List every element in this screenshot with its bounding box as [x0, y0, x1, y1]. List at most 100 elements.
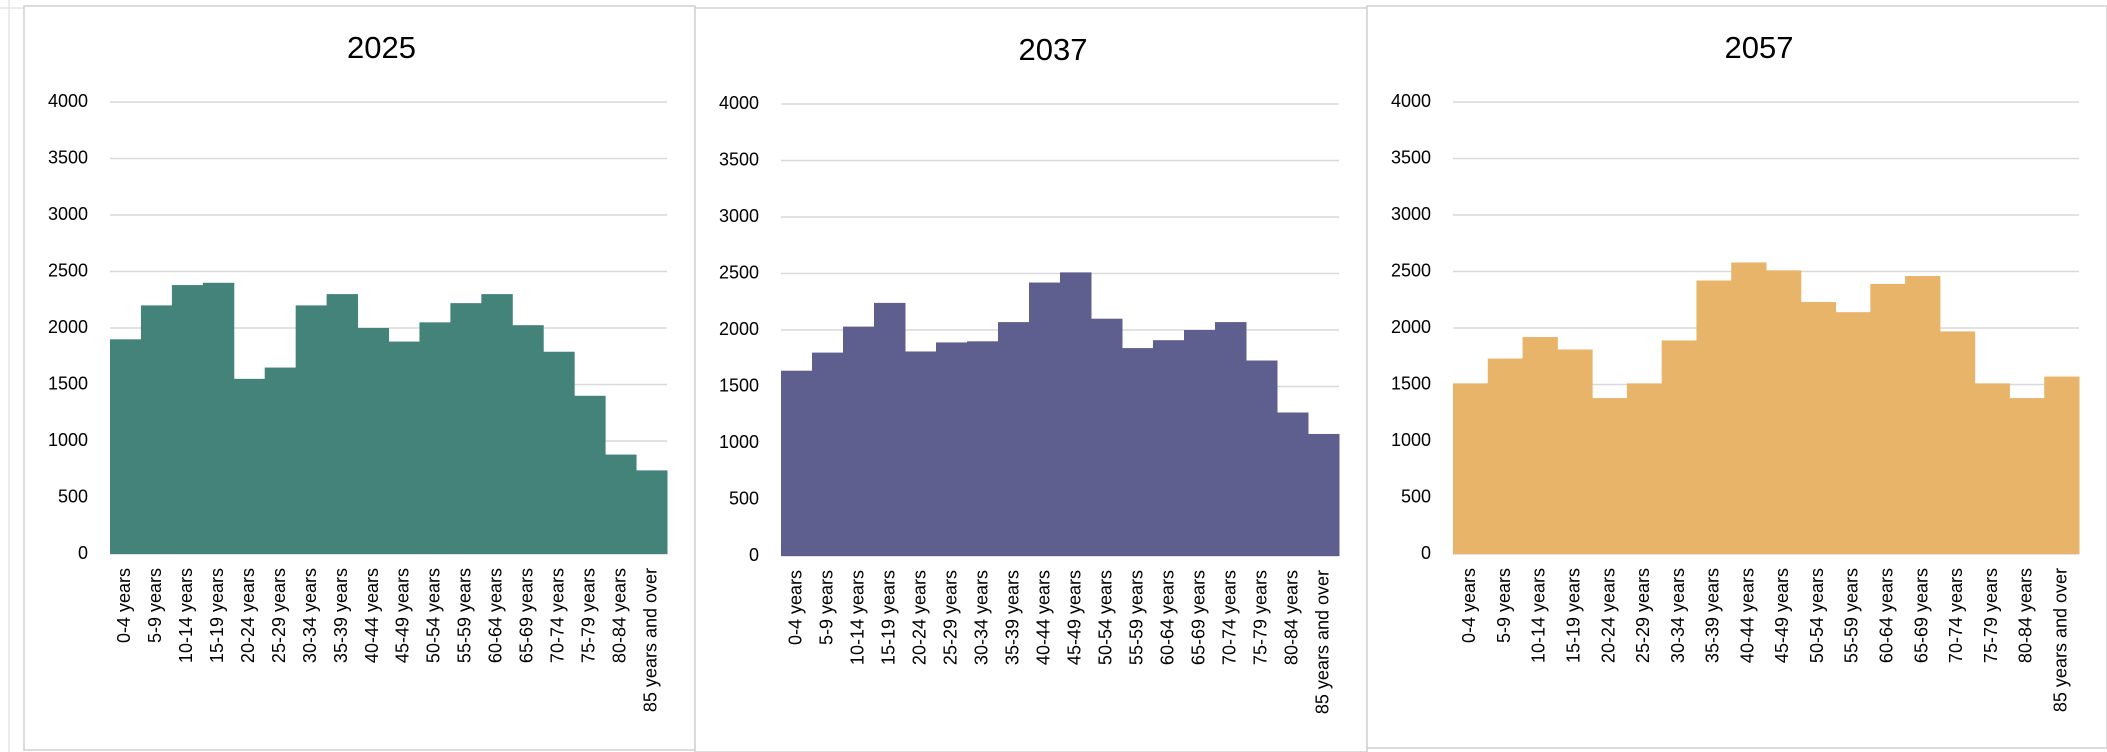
bar	[171, 285, 204, 554]
x-tick-label: 70-74 years	[547, 568, 567, 663]
x-tick-label: 50-54 years	[1095, 570, 1115, 665]
bar	[110, 339, 142, 554]
bar	[1626, 383, 1663, 554]
x-tick-label: 75-79 years	[1981, 568, 2001, 663]
bar	[202, 282, 235, 554]
x-tick-label: 60-64 years	[1876, 568, 1896, 663]
x-tick-label: 15-19 years	[1563, 568, 1583, 663]
y-tick-label: 1500	[48, 373, 88, 393]
bar	[1974, 383, 2010, 554]
x-tick-label: 50-54 years	[424, 568, 444, 663]
x-tick-label: 45-49 years	[1064, 570, 1084, 665]
bar	[1060, 272, 1092, 556]
bar	[357, 328, 389, 554]
bar	[1091, 318, 1123, 556]
chart-panel: 2025 0 500 1000 1500 2000 2500 3000 3500 4000 0-4 …	[23, 5, 696, 751]
bar	[543, 351, 575, 554]
x-tick-label: 70-74 years	[1946, 568, 1966, 663]
bar	[812, 352, 844, 556]
bar	[388, 341, 420, 554]
x-tick-label: 20-24 years	[238, 568, 258, 663]
bar	[1246, 360, 1278, 556]
y-tick-label: 2000	[48, 317, 88, 337]
x-tick-label: 30-34 years	[300, 568, 320, 663]
x-tick-label: 25-29 years	[940, 570, 960, 665]
bar	[233, 378, 266, 554]
y-tick-label: 1000	[1391, 430, 1431, 450]
chart-title: 2037	[1019, 32, 1088, 67]
bar	[905, 351, 937, 556]
y-tick-label: 3000	[1391, 204, 1431, 224]
x-tick-label: 25-29 years	[1633, 568, 1653, 663]
y-tick-label: 2000	[1391, 317, 1431, 337]
bar	[1184, 330, 1216, 556]
chart-title: 2057	[1725, 30, 1794, 65]
x-tick-label: 65-69 years	[1188, 570, 1208, 665]
bar	[574, 395, 606, 554]
y-tick-label: 0	[749, 545, 759, 565]
y-tick-label: 500	[1401, 486, 1431, 506]
x-tick-label: 30-34 years	[971, 570, 991, 665]
bar	[936, 342, 968, 556]
x-tick-label: 45-49 years	[1772, 568, 1792, 663]
bar	[1453, 383, 1489, 554]
bar	[998, 322, 1030, 556]
bar	[264, 367, 297, 554]
x-tick-label: 55-59 years	[1842, 568, 1862, 663]
bar	[1835, 312, 1871, 554]
x-tick-label: 75-79 years	[1250, 570, 1270, 665]
bar	[1277, 412, 1309, 556]
bar	[843, 326, 875, 556]
x-tick-label: 45-49 years	[393, 568, 413, 663]
x-tick-label: 5-9 years	[816, 570, 836, 645]
x-tick-label: 60-64 years	[1157, 570, 1177, 665]
bar	[1487, 358, 1524, 554]
x-tick-label: 35-39 years	[331, 568, 351, 663]
x-tick-label: 5-9 years	[145, 568, 165, 643]
x-tick-label: 80-84 years	[1281, 570, 1301, 665]
x-tick-label: 35-39 years	[1703, 568, 1723, 663]
x-tick-label: 5-9 years	[1494, 568, 1514, 643]
y-tick-label: 3500	[719, 149, 759, 169]
x-tick-label: 65-69 years	[517, 568, 537, 663]
y-tick-label: 2000	[719, 319, 759, 339]
x-tick-label: 20-24 years	[909, 570, 929, 665]
y-tick-label: 1500	[719, 375, 759, 395]
x-tick-label: 80-84 years	[2016, 568, 2036, 663]
chart-panel: 2037 0 500 1000 1500 2000 2500 3000 3500 4000 0-4 …	[694, 7, 1368, 752]
y-tick-label: 4000	[719, 93, 759, 113]
x-tick-label: 40-44 years	[1033, 570, 1053, 665]
bar	[1905, 276, 1941, 554]
bar	[781, 370, 813, 556]
x-tick-label: 10-14 years	[176, 568, 196, 663]
y-tick-label: 500	[58, 486, 88, 506]
bar	[636, 470, 668, 554]
bar	[605, 454, 637, 554]
x-tick-label: 80-84 years	[609, 568, 629, 663]
y-tick-label: 3000	[719, 206, 759, 226]
y-tick-label: 2500	[719, 262, 759, 282]
bar	[419, 322, 451, 554]
x-tick-label: 65-69 years	[1911, 568, 1931, 663]
bar	[140, 305, 173, 554]
y-tick-label: 1000	[719, 432, 759, 452]
x-tick-label: 40-44 years	[362, 568, 382, 663]
x-tick-label: 55-59 years	[455, 568, 475, 663]
y-tick-label: 4000	[48, 91, 88, 111]
chart-title: 2025	[347, 30, 416, 65]
y-tick-label: 3500	[1391, 147, 1431, 167]
bar	[1870, 283, 1906, 554]
bar	[1939, 331, 1976, 554]
bar	[2009, 398, 2045, 554]
y-tick-label: 2500	[1391, 260, 1431, 280]
bar	[326, 294, 359, 554]
y-tick-label: 1000	[48, 430, 88, 450]
bar	[450, 303, 482, 554]
y-tick-label: 4000	[1391, 91, 1431, 111]
x-tick-label: 10-14 years	[1529, 568, 1549, 663]
x-tick-label: 30-34 years	[1668, 568, 1688, 663]
x-tick-label: 0-4 years	[114, 568, 134, 643]
bar	[874, 302, 906, 556]
bar	[1215, 322, 1247, 556]
